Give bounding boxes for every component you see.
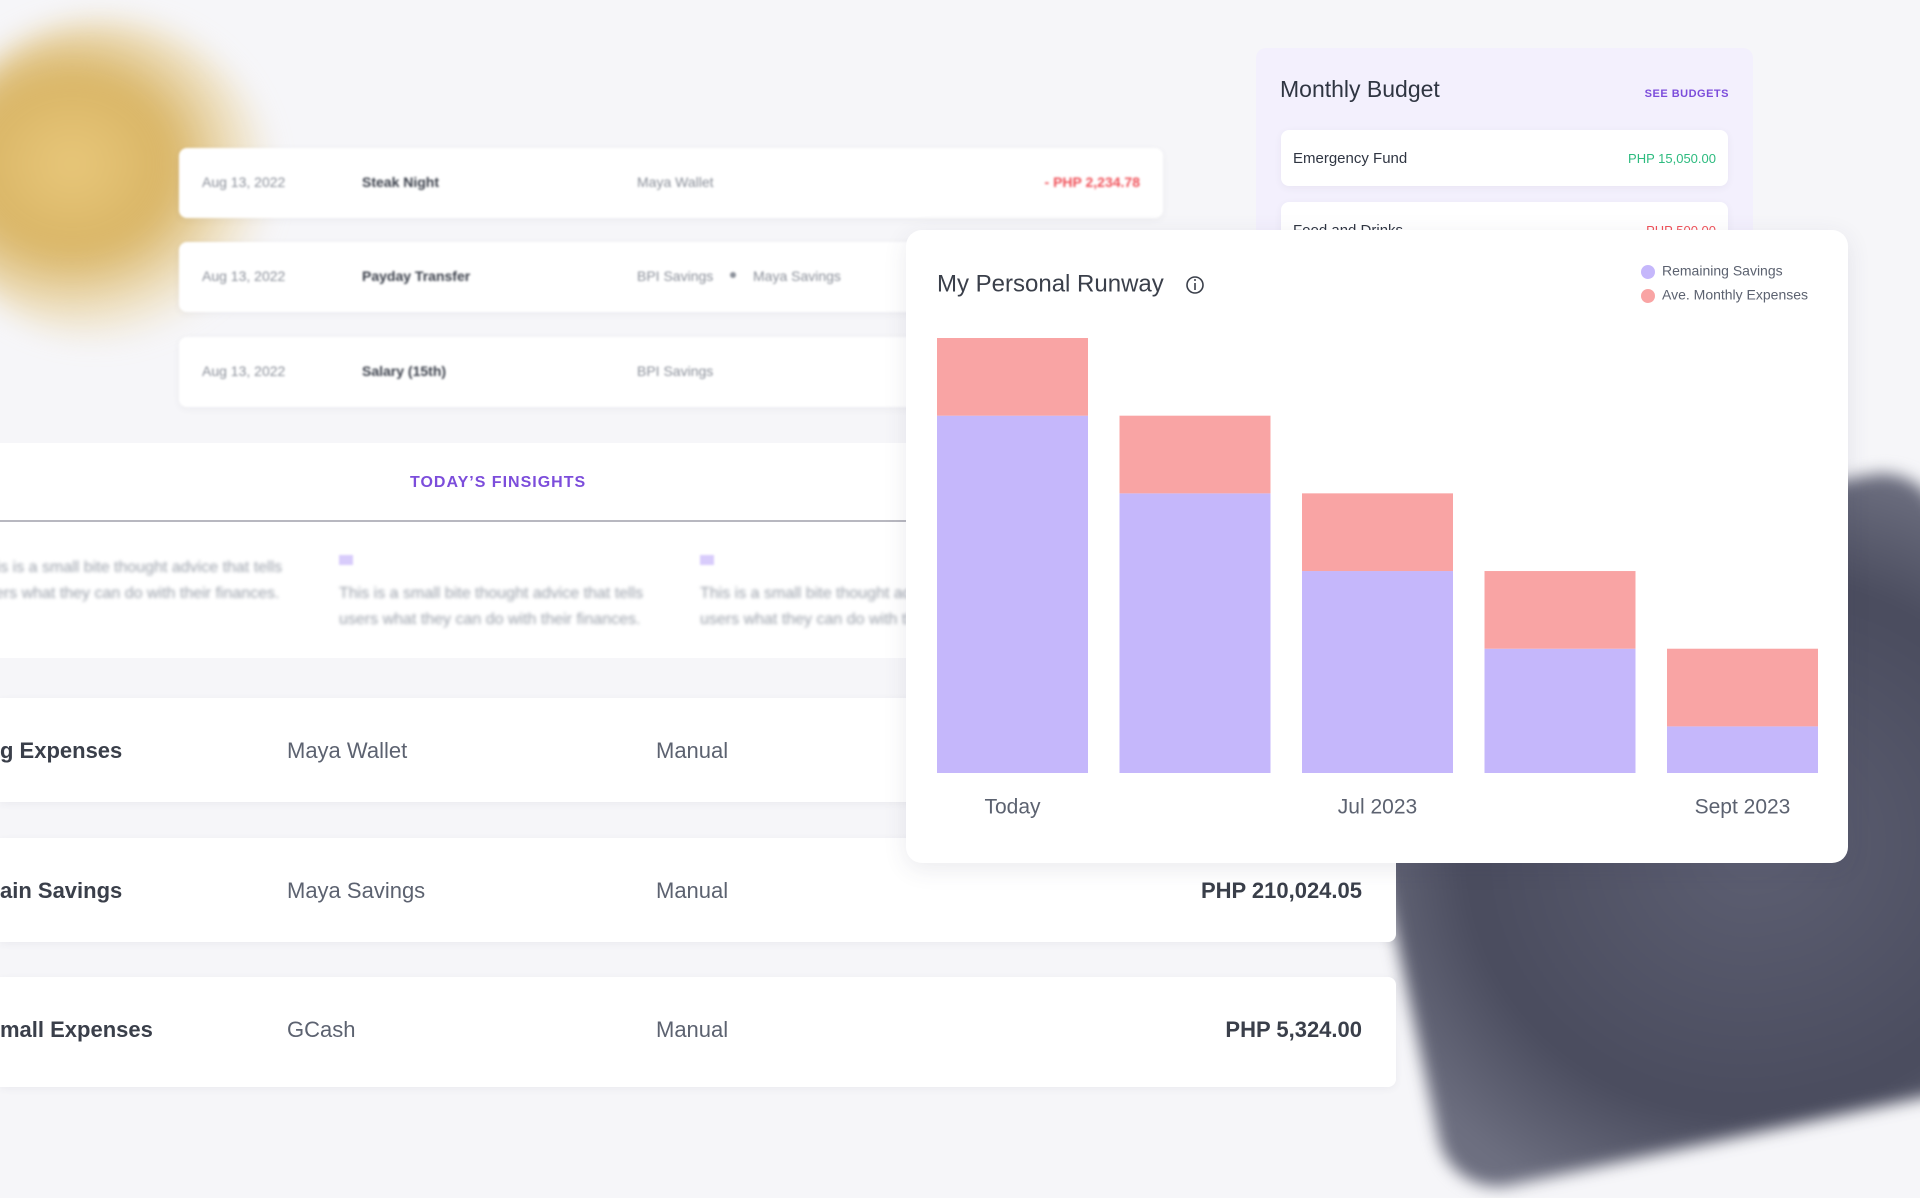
see-budgets-link[interactable]: SEE BUDGETS	[1644, 88, 1729, 100]
info-dot	[1194, 279, 1196, 281]
bar-segment	[937, 338, 1088, 416]
page: Aug 13, 2022 Steak Night Maya Wallet - P…	[0, 20, 1920, 1198]
bar-segment	[1302, 493, 1453, 572]
account-name: mall Expenses	[0, 1017, 153, 1042]
info-icon[interactable]	[1186, 276, 1204, 294]
date: Aug 13, 2022	[202, 174, 286, 190]
legend-swatch	[1641, 265, 1655, 279]
date: Aug 13, 2022	[202, 268, 286, 284]
bar-segment	[1302, 571, 1453, 773]
transaction-row[interactable]: Aug 13, 2022 Steak Night Maya Wallet - P…	[179, 148, 1163, 218]
balance: PHP 5,324.00	[1225, 1017, 1362, 1042]
info-circle	[1186, 276, 1204, 294]
tip: This is a small bite thought advice that…	[339, 585, 644, 628]
finsights-section: TODAY’S FINSIGHTS This is a small bite t…	[0, 443, 1000, 658]
title: Steak Night	[362, 174, 440, 190]
x-tick-label: Today	[984, 796, 1041, 819]
tip: This is a small bite thought advice that…	[0, 559, 283, 602]
to-account: Maya Savings	[753, 268, 841, 284]
method: Manual	[656, 878, 729, 903]
tip-icon	[339, 555, 353, 565]
account-name: ain Savings	[0, 878, 123, 903]
tip-icon	[700, 555, 714, 565]
budget-name: Emergency Fund	[1293, 150, 1408, 167]
x-tick-label: Jul 2023	[1338, 796, 1417, 819]
title: Salary (15th)	[362, 363, 447, 379]
account: BPI Savings	[637, 363, 714, 379]
divider	[0, 520, 1000, 522]
account-row[interactable]: mall Expenses GCash Manual PHP 5,324.00	[0, 977, 1396, 1087]
from-account: BPI Savings	[637, 268, 714, 284]
x-tick-label: Sept 2023	[1695, 796, 1791, 819]
legend-label: Remaining Savings	[1662, 263, 1783, 279]
bar-segment	[1119, 493, 1271, 773]
balance: PHP 210,024.05	[1200, 878, 1362, 903]
amount: - PHP 2,234.78	[1044, 174, 1140, 190]
date: Aug 13, 2022	[202, 363, 286, 379]
account-name: g Expenses	[0, 738, 123, 763]
wallet: GCash	[287, 1017, 356, 1042]
method: Manual	[656, 738, 729, 763]
finsights-title: TODAY’S FINSIGHTS	[410, 474, 587, 491]
title: Payday Transfer	[362, 268, 471, 284]
budget-item[interactable]: Emergency Fund PHP 15,050.00	[1281, 130, 1728, 186]
legend-swatch	[1641, 289, 1655, 303]
arrow	[730, 272, 736, 278]
bar-segment	[1484, 648, 1636, 773]
bar-segment	[937, 415, 1088, 773]
method: Manual	[656, 1017, 729, 1042]
chart-title: My Personal Runway	[937, 270, 1164, 297]
account: Maya Wallet	[637, 174, 714, 190]
chart: My Personal Runway Today Jul 2023 Sept 202…	[937, 263, 1818, 819]
legend-label: Ave. Monthly Expenses	[1662, 287, 1808, 303]
bar-segment	[1119, 415, 1271, 494]
wallet: Maya Wallet	[287, 738, 408, 763]
bar-segment	[1484, 571, 1636, 649]
bar-segment	[1667, 726, 1818, 773]
budget-amount: PHP 15,050.00	[1628, 151, 1716, 166]
budget-title: Monthly Budget	[1280, 76, 1440, 102]
wallet: Maya Savings	[287, 878, 426, 903]
bar-segment	[1667, 648, 1818, 727]
